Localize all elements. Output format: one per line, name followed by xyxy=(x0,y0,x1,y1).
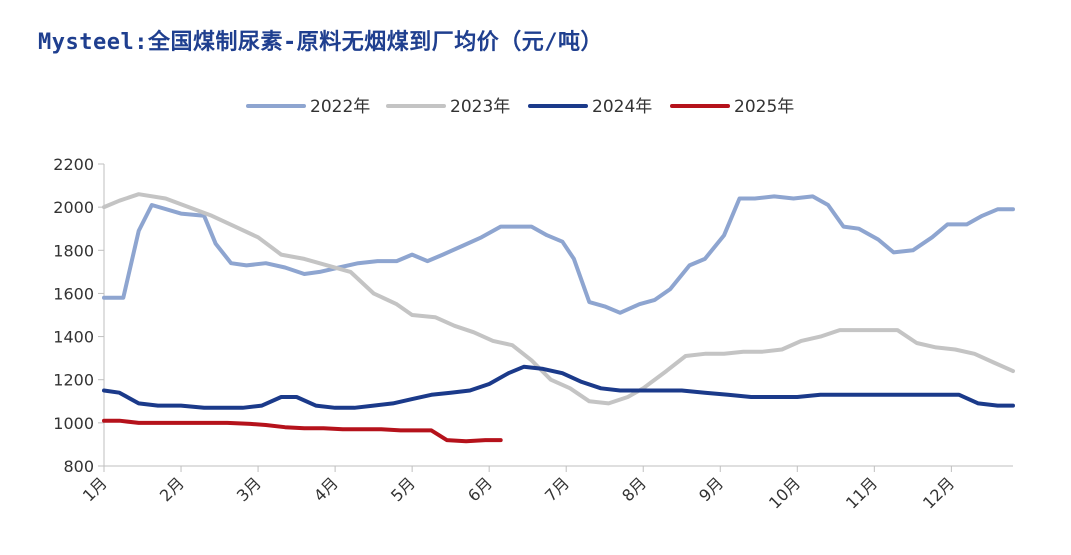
y-tick-label: 1000 xyxy=(53,414,94,433)
x-tick-label: 1月 xyxy=(79,473,111,505)
y-tick-label: 1600 xyxy=(53,284,94,303)
x-tick-label: 3月 xyxy=(233,473,265,505)
legend-label-3: 2024年 xyxy=(592,97,652,117)
legend-label-1: 2022年 xyxy=(310,97,370,117)
x-tick-label: 11月 xyxy=(842,473,881,512)
x-tick-label: 8月 xyxy=(618,473,650,505)
series-line-3 xyxy=(102,364,1015,410)
y-tick-label: 1800 xyxy=(53,241,94,260)
x-tick-label: 2月 xyxy=(156,473,188,505)
y-tick-label: 1200 xyxy=(53,371,94,390)
legend-label-4: 2025年 xyxy=(734,97,794,117)
x-tick-label: 5月 xyxy=(387,473,419,505)
x-tick-label: 6月 xyxy=(464,473,496,505)
x-tick-label: 10月 xyxy=(765,473,804,512)
series-line-4 xyxy=(102,418,503,444)
y-tick-label: 2200 xyxy=(53,155,94,174)
x-tick-label: 4月 xyxy=(310,473,342,505)
y-tick-label: 1400 xyxy=(53,328,94,347)
legend-label-2: 2023年 xyxy=(450,97,510,117)
series-line-2 xyxy=(102,192,1015,406)
chart-title: Mysteel:全国煤制尿素-原料无烟煤到厂均价（元/吨） xyxy=(38,30,603,55)
series-line-1 xyxy=(102,194,1015,315)
y-tick-label: 2000 xyxy=(53,198,94,217)
x-tick-label: 7月 xyxy=(541,473,573,505)
x-tick-label: 12月 xyxy=(919,473,958,512)
y-tick-label: 800 xyxy=(63,457,94,476)
x-tick-label: 9月 xyxy=(695,473,727,505)
